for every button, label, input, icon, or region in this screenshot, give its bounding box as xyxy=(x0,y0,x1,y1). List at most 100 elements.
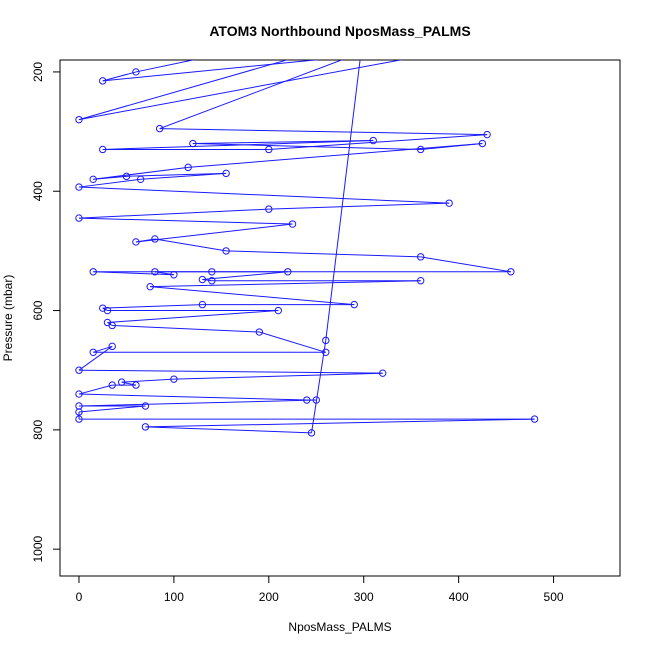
data-point xyxy=(75,214,83,222)
data-point xyxy=(170,271,178,279)
x-tick-label: 100 xyxy=(164,590,184,604)
data-point xyxy=(117,378,126,386)
series-segment xyxy=(78,186,450,204)
series-segment xyxy=(226,250,421,258)
data-point xyxy=(307,429,316,437)
data-point xyxy=(208,277,216,285)
data-point xyxy=(416,253,425,261)
x-tick-label: 400 xyxy=(449,590,469,604)
series-segment xyxy=(145,426,312,434)
data-point xyxy=(507,268,515,276)
y-tick-label: 200 xyxy=(31,62,45,82)
data-point xyxy=(136,175,145,184)
series-segment xyxy=(78,178,141,188)
data-point xyxy=(184,163,192,172)
data-point xyxy=(208,268,216,276)
series-points xyxy=(75,0,539,437)
data-point xyxy=(75,115,83,124)
data-point xyxy=(350,300,358,309)
data-point xyxy=(99,77,107,85)
data-point xyxy=(369,136,377,145)
data-point xyxy=(89,348,97,357)
series-segment xyxy=(135,60,196,73)
series-segment xyxy=(107,310,279,323)
series-segment xyxy=(78,208,269,219)
series-segment xyxy=(107,322,113,326)
series-segment xyxy=(78,399,317,407)
data-point xyxy=(132,238,140,246)
data-point xyxy=(493,39,499,45)
data-point xyxy=(416,145,425,154)
data-point xyxy=(75,183,83,191)
data-point xyxy=(122,172,131,181)
series-segment xyxy=(150,286,355,306)
data-point xyxy=(445,199,453,207)
series-segment xyxy=(154,238,227,252)
data-point xyxy=(474,0,480,4)
data-point xyxy=(151,235,159,243)
data-point xyxy=(103,306,112,315)
series-segment xyxy=(311,340,327,433)
data-point xyxy=(288,220,297,228)
data-point xyxy=(170,375,178,383)
series-segment xyxy=(150,280,421,288)
data-point xyxy=(189,139,197,148)
series-segment xyxy=(268,134,488,150)
series-segment xyxy=(102,71,137,82)
series-segment xyxy=(102,60,320,82)
data-point xyxy=(141,402,150,410)
data-point xyxy=(198,275,207,284)
data-point xyxy=(99,145,107,154)
series-segment xyxy=(159,60,343,130)
data-point xyxy=(255,328,264,336)
data-point xyxy=(483,130,491,139)
series-segment xyxy=(78,60,289,121)
y-tick-label: 400 xyxy=(31,181,45,201)
data-point xyxy=(108,342,116,351)
series-segment xyxy=(259,331,326,353)
data-point xyxy=(146,282,154,291)
series-segment xyxy=(112,324,260,333)
data-point xyxy=(222,169,230,178)
series-segment xyxy=(268,202,450,210)
series-segment xyxy=(159,128,488,136)
data-point xyxy=(478,139,487,148)
y-axis-ticks: 200 400 600 800 1000 xyxy=(31,62,60,563)
data-point xyxy=(89,268,97,276)
x-tick-label: 200 xyxy=(259,590,279,604)
data-point xyxy=(303,396,311,404)
series-segment xyxy=(364,0,478,24)
data-point xyxy=(75,366,83,374)
plot-frame xyxy=(59,59,621,577)
series-segment xyxy=(121,378,174,383)
series-segment xyxy=(78,345,113,371)
x-tick-label: 500 xyxy=(544,590,564,604)
data-point xyxy=(322,336,330,345)
series-segment xyxy=(173,372,383,380)
data-point xyxy=(75,408,83,416)
data-point xyxy=(75,390,83,398)
chart-title: ATOM3 Northbound NposMass_PALMS xyxy=(209,23,470,39)
data-point xyxy=(118,9,124,15)
series-segment xyxy=(78,60,403,121)
y-tick-label: 600 xyxy=(31,300,45,320)
series-segment xyxy=(202,271,288,281)
x-tick-label: 300 xyxy=(354,590,374,604)
y-tick-label: 800 xyxy=(31,420,45,440)
series-segment xyxy=(325,60,361,341)
series-segment xyxy=(78,369,383,374)
data-point xyxy=(370,45,376,51)
series-segment xyxy=(93,175,127,180)
series-segment xyxy=(78,217,293,225)
series-segment xyxy=(93,271,174,276)
data-point xyxy=(132,381,140,389)
x-axis-ticks: 0 100 200 300 400 500 xyxy=(76,576,564,604)
series-segment xyxy=(78,384,113,395)
data-point xyxy=(379,369,387,377)
series-segment xyxy=(78,393,307,401)
x-axis-label: NposMass_PALMS xyxy=(288,620,391,634)
series-segment xyxy=(202,279,212,282)
series-segment xyxy=(102,307,108,311)
series-segment xyxy=(192,140,374,145)
data-point xyxy=(284,268,292,276)
